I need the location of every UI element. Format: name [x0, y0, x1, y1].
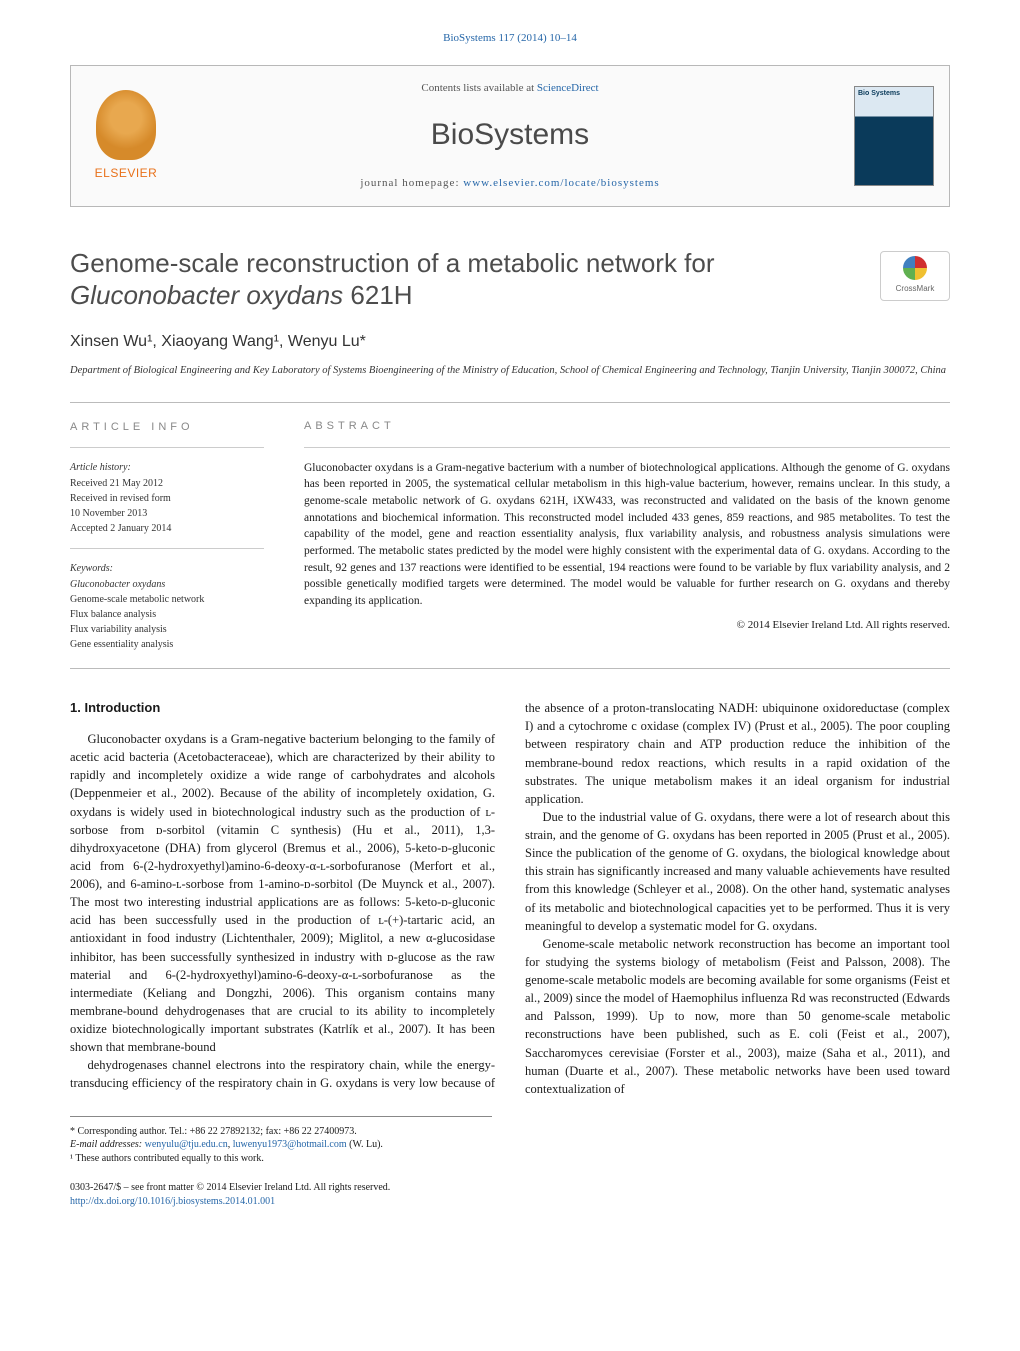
elsevier-label: ELSEVIER: [95, 164, 158, 182]
contents-prefix: Contents lists available at: [421, 82, 536, 94]
crossmark-badge[interactable]: CrossMark: [880, 251, 950, 301]
revised-line1: Received in revised form: [70, 491, 264, 506]
publisher-logo-cell: ELSEVIER: [71, 66, 181, 206]
body-two-column: 1. Introduction Gluconobacter oxydans is…: [70, 699, 950, 1098]
journal-cover-thumbnail[interactable]: Bio Systems: [854, 86, 934, 186]
title-species: Gluconobacter oxydans: [70, 280, 343, 310]
affiliation: Department of Biological Engineering and…: [70, 364, 950, 378]
info-abstract-block: article info Article history: Received 2…: [70, 402, 950, 670]
keyword-1: Genome-scale metabolic network: [70, 592, 264, 607]
crossmark-icon: [903, 256, 927, 280]
equal-contribution-note: ¹ These authors contributed equally to t…: [70, 1152, 492, 1166]
article-info-column: article info Article history: Received 2…: [70, 403, 280, 669]
article-title: Genome-scale reconstruction of a metabol…: [70, 247, 860, 312]
citation-text[interactable]: BioSystems 117 (2014) 10–14: [443, 32, 577, 44]
keyword-2: Flux balance analysis: [70, 607, 264, 622]
email-link-1[interactable]: wenyulu@tju.edu.cn: [145, 1139, 228, 1150]
article-info-label: article info: [70, 419, 264, 436]
abstract-copyright: © 2014 Elsevier Ireland Ltd. All rights …: [304, 618, 950, 634]
crossmark-label: CrossMark: [896, 283, 935, 295]
history-label: Article history:: [70, 460, 264, 475]
email-label: E-mail addresses:: [70, 1139, 145, 1150]
header-citation: BioSystems 117 (2014) 10–14: [70, 30, 950, 47]
elsevier-logo[interactable]: ELSEVIER: [95, 90, 158, 182]
authors-text: Xinsen Wu¹, Xiaoyang Wang¹, Wenyu Lu*: [70, 333, 366, 350]
journal-homepage-link[interactable]: www.elsevier.com/locate/biosystems: [463, 177, 659, 189]
received-date: Received 21 May 2012: [70, 476, 264, 491]
title-row: Genome-scale reconstruction of a metabol…: [70, 247, 950, 312]
journal-homepage-line: journal homepage: www.elsevier.com/locat…: [191, 175, 829, 192]
authors-line: Xinsen Wu¹, Xiaoyang Wang¹, Wenyu Lu*: [70, 330, 950, 354]
doi-link[interactable]: http://dx.doi.org/10.1016/j.biosystems.2…: [70, 1196, 275, 1207]
page-footer: 0303-2647/$ – see front matter © 2014 El…: [70, 1181, 950, 1208]
abstract-label: abstract: [304, 419, 950, 435]
elsevier-tree-icon: [96, 90, 156, 160]
body-para-1: Gluconobacter oxydans is a Gram-negative…: [70, 730, 495, 1056]
footer-copyright: 0303-2647/$ – see front matter © 2014 El…: [70, 1181, 950, 1195]
abstract-column: abstract Gluconobacter oxydans is a Gram…: [280, 403, 950, 669]
body-para-3: Due to the industrial value of G. oxydan…: [525, 808, 950, 935]
cover-title: Bio Systems: [855, 87, 933, 102]
body-para-4: Genome-scale metabolic network reconstru…: [525, 935, 950, 1098]
sciencedirect-link[interactable]: ScienceDirect: [537, 82, 599, 94]
footnotes-block: * Corresponding author. Tel.: +86 22 278…: [70, 1116, 492, 1166]
email-suffix: (W. Lu).: [347, 1139, 383, 1150]
journal-name: BioSystems: [191, 112, 829, 157]
title-post: 621H: [343, 280, 412, 310]
contents-available-line: Contents lists available at ScienceDirec…: [191, 80, 829, 97]
keyword-4: Gene essentiality analysis: [70, 637, 264, 652]
email-line: E-mail addresses: wenyulu@tju.edu.cn, lu…: [70, 1138, 492, 1152]
journal-cover-cell: Bio Systems: [839, 66, 949, 206]
keyword-3: Flux variability analysis: [70, 622, 264, 637]
accepted-date: Accepted 2 January 2014: [70, 521, 264, 536]
revised-line2: 10 November 2013: [70, 506, 264, 521]
journal-header-box: ELSEVIER Contents lists available at Sci…: [70, 65, 950, 207]
keyword-0: Gluconobacter oxydans: [70, 577, 264, 592]
corresponding-author-note: * Corresponding author. Tel.: +86 22 278…: [70, 1125, 492, 1139]
section-heading-1: 1. Introduction: [70, 699, 495, 718]
title-pre: Genome-scale reconstruction of a metabol…: [70, 248, 715, 278]
email-link-2[interactable]: luwenyu1973@hotmail.com: [233, 1139, 347, 1150]
homepage-prefix: journal homepage:: [360, 177, 463, 189]
header-center: Contents lists available at ScienceDirec…: [181, 66, 839, 206]
keywords-label: Keywords:: [70, 561, 264, 576]
abstract-text: Gluconobacter oxydans is a Gram-negative…: [304, 460, 950, 610]
